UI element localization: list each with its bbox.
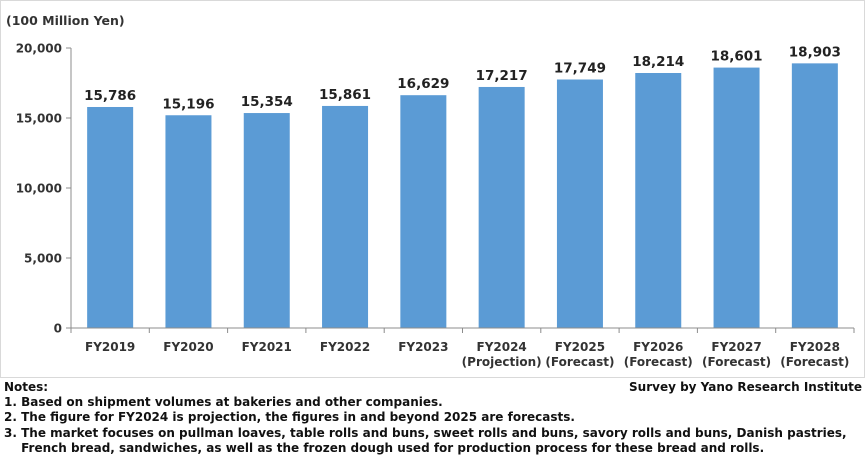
bar xyxy=(322,105,369,328)
bars: 15,786 15,196 15,354 15,861 16,629 17,217 17,7… xyxy=(84,44,841,328)
x-category-label: (Projection) xyxy=(462,355,542,369)
bar-value-label: 15,196 xyxy=(162,96,214,112)
bar-chart: (100 Million Yen) 0 5,000 10,000 15,000 20,0… xyxy=(6,13,855,369)
bar-value-label: 18,903 xyxy=(789,44,841,60)
y-tick-label: 15,000 xyxy=(16,112,62,126)
x-category-label: (Forecast) xyxy=(702,355,771,369)
bar-value-label: 17,217 xyxy=(476,68,528,84)
note-number: 1. xyxy=(4,395,22,410)
bar-value-label: 15,861 xyxy=(319,87,371,103)
x-category-label: FY2019 xyxy=(85,340,135,354)
x-category-label: FY2024 xyxy=(477,340,527,354)
note-item: 3. The market focuses on pullman loaves,… xyxy=(4,426,862,456)
x-category-label: FY2021 xyxy=(242,340,292,354)
chart-frame: (100 Million Yen) 0 5,000 10,000 15,000 20,0… xyxy=(0,0,865,378)
note-text: The figure for FY2024 is projection, the… xyxy=(21,410,575,425)
bar-value-label: 17,749 xyxy=(554,61,606,77)
x-category-label: FY2025 xyxy=(555,340,605,354)
y-tick-label: 10,000 xyxy=(16,182,62,196)
notes-section: Notes: Survey by Yano Research Institute… xyxy=(4,380,862,456)
note-text: Based on shipment volumes at bakeries an… xyxy=(21,395,443,410)
note-item: 1. Based on shipment volumes at bakeries… xyxy=(4,395,862,410)
y-tick-label: 0 xyxy=(54,322,62,336)
bar xyxy=(400,95,447,328)
bar-value-label: 18,601 xyxy=(710,49,762,65)
bar xyxy=(165,115,212,328)
x-category-label: (Forecast) xyxy=(624,355,693,369)
bar xyxy=(556,79,603,328)
note-number: 3. xyxy=(4,425,22,440)
bar-value-label: 16,629 xyxy=(397,76,449,92)
bar xyxy=(87,106,134,328)
bar xyxy=(791,63,838,328)
source-credit: Survey by Yano Research Institute xyxy=(629,380,862,394)
y-tick-label: 20,000 xyxy=(16,42,62,56)
y-tick-label: 5,000 xyxy=(24,252,62,266)
bar xyxy=(243,113,290,328)
notes-heading: Notes: xyxy=(4,380,49,394)
bar-value-label: 18,214 xyxy=(632,54,684,70)
bar xyxy=(635,73,682,328)
x-category-label: FY2020 xyxy=(163,340,213,354)
bar xyxy=(713,67,760,328)
note-text: The market focuses on pullman loaves, ta… xyxy=(21,425,847,455)
x-category-label: (Forecast) xyxy=(780,355,849,369)
x-category-label: (Forecast) xyxy=(545,355,614,369)
x-axis: FY2019 FY2020 FY2021 FY2022 FY2023 FY2024(Pro… xyxy=(70,327,855,369)
y-axis-unit-label: (100 Million Yen) xyxy=(6,13,125,28)
x-category-label: FY2028 xyxy=(790,340,840,354)
bar-value-label: 15,354 xyxy=(241,94,293,110)
note-number: 2. xyxy=(4,410,22,425)
bar-value-label: 15,786 xyxy=(84,88,136,104)
note-item: 2. The figure for FY2024 is projection, … xyxy=(4,410,862,425)
bar xyxy=(478,86,525,328)
x-category-label: FY2022 xyxy=(320,340,370,354)
x-category-label: FY2027 xyxy=(711,340,761,354)
y-axis: 0 5,000 10,000 15,000 20,000 xyxy=(16,42,72,336)
x-category-label: FY2023 xyxy=(398,340,448,354)
x-category-label: FY2026 xyxy=(633,340,683,354)
